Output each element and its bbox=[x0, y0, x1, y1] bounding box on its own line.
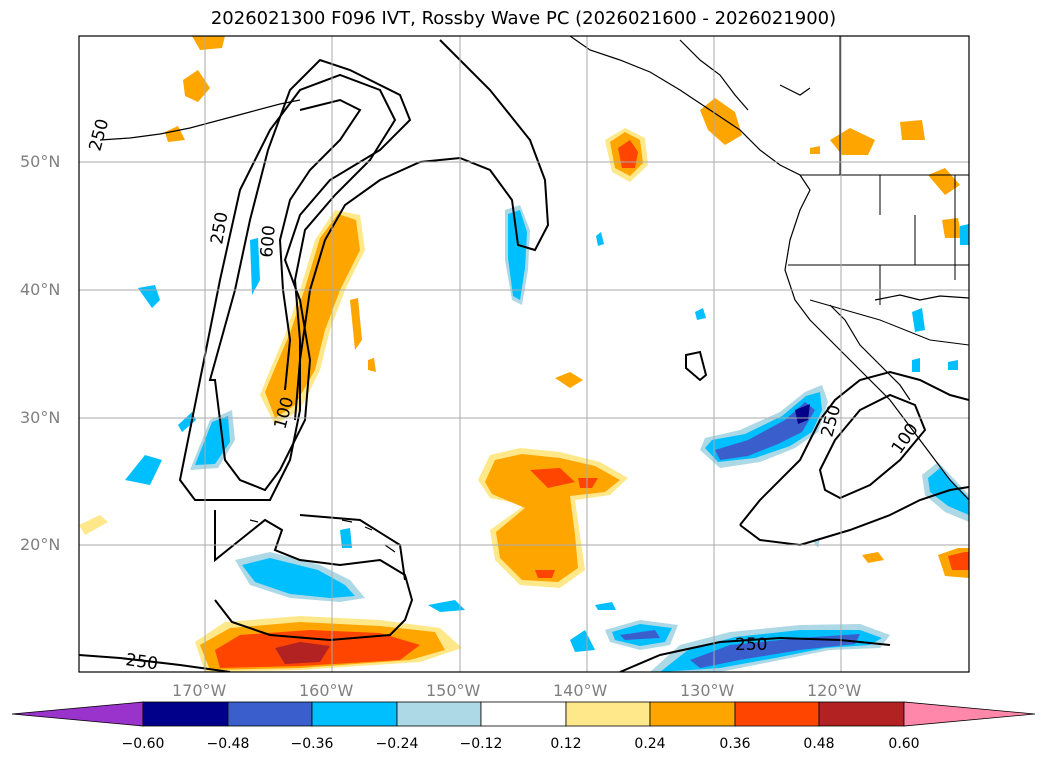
lat-label-40n: 40°N bbox=[20, 280, 61, 299]
colorbar-tick: −0.36 bbox=[290, 736, 334, 752]
colorbar bbox=[11, 701, 1036, 727]
colorbar-tick: 0.36 bbox=[719, 736, 751, 752]
colorbar-tick: −0.48 bbox=[206, 736, 250, 752]
colorbar-tick: −0.12 bbox=[459, 736, 503, 752]
lon-label-130w: 130°W bbox=[680, 681, 735, 700]
shading-negative bbox=[125, 205, 969, 672]
plot-frame bbox=[78, 35, 970, 673]
lon-label-150w: 150°W bbox=[426, 681, 481, 700]
lon-label-170w: 170°W bbox=[172, 681, 227, 700]
contour-label: 250 bbox=[124, 650, 159, 674]
contour-label: 600 bbox=[257, 224, 280, 258]
colorbar-tick: 0.48 bbox=[803, 736, 835, 752]
lon-label-160w: 160°W bbox=[299, 681, 354, 700]
lon-label-120w: 120°W bbox=[807, 681, 862, 700]
gridlines bbox=[79, 36, 969, 672]
colorbar-tick: 0.24 bbox=[634, 736, 666, 752]
contour-label: 250 bbox=[735, 635, 767, 655]
political-borders bbox=[788, 36, 969, 346]
ivt-contours bbox=[79, 39, 969, 672]
lon-label-140w: 140°W bbox=[553, 681, 608, 700]
lat-label-20n: 20°N bbox=[20, 535, 61, 554]
map-title: 2026021300 F096 IVT, Rossby Wave PC (202… bbox=[210, 8, 837, 29]
lat-label-50n: 50°N bbox=[20, 152, 61, 171]
colorbar-tick: 0.60 bbox=[888, 736, 920, 752]
lat-label-30n: 30°N bbox=[20, 408, 61, 427]
colorbar-tick: −0.60 bbox=[121, 736, 165, 752]
colorbar-tick: 0.12 bbox=[550, 736, 582, 752]
colorbar-tick: −0.24 bbox=[375, 736, 419, 752]
